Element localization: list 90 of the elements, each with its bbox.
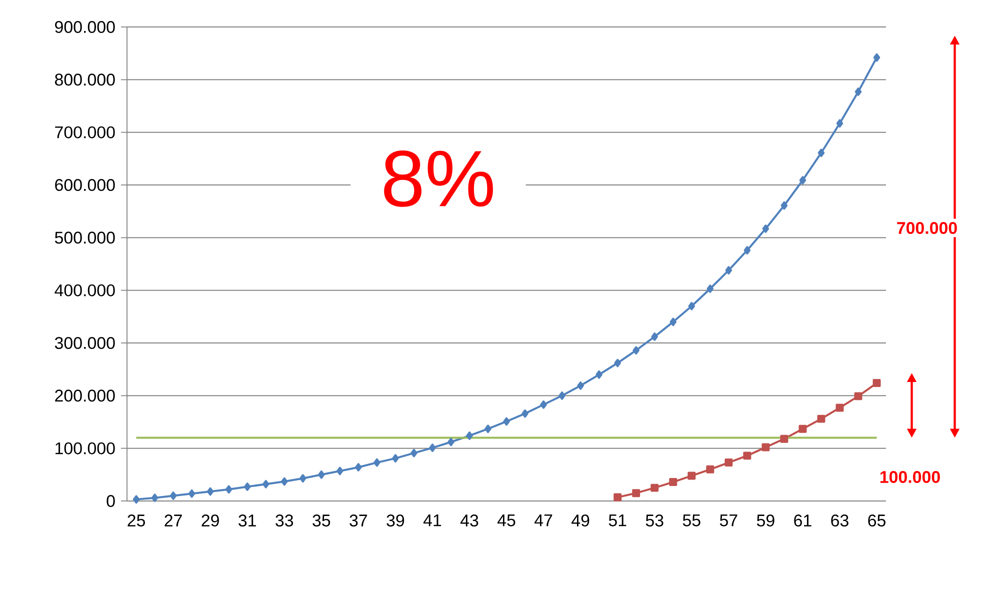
point [225, 485, 232, 494]
y-tick-label: 700.000 [55, 126, 115, 138]
x-tick-label: 33 [276, 514, 294, 526]
y-tick-label: 600.000 [55, 178, 115, 191]
y-tick-label: 0 [106, 494, 115, 507]
point [854, 392, 862, 400]
x-tick-label: 57 [720, 514, 738, 526]
point [688, 302, 696, 310]
point [873, 53, 880, 62]
x-tick-label: 29 [202, 514, 219, 526]
point [188, 489, 196, 498]
point [706, 465, 714, 474]
point [762, 224, 770, 233]
point [299, 474, 306, 483]
point [336, 466, 344, 476]
annotation: 8% [384, 150, 493, 207]
x-tick-label: 25 [128, 514, 145, 526]
point [503, 417, 510, 426]
point [744, 246, 751, 254]
x-tick-label: 61 [794, 514, 812, 526]
point [429, 444, 436, 452]
x-tick-label: 39 [386, 514, 404, 526]
point [872, 379, 881, 387]
point [651, 332, 658, 341]
point [688, 472, 696, 480]
point [466, 431, 473, 440]
y-tick-label: 100.000 [56, 442, 115, 454]
point [558, 391, 566, 400]
x-tick-label: 45 [497, 514, 516, 526]
x-tick-label: 53 [646, 514, 664, 526]
point [577, 381, 584, 390]
point [780, 201, 788, 210]
x-tick-label: 49 [572, 514, 590, 526]
point [355, 463, 362, 472]
point [410, 448, 418, 458]
point [669, 478, 678, 486]
point [798, 424, 807, 433]
point [743, 452, 752, 460]
point [725, 266, 732, 274]
point [614, 493, 622, 502]
point [244, 482, 251, 491]
x-tick-label: 35 [312, 514, 330, 526]
x-tick-label: 47 [534, 514, 552, 526]
point [818, 148, 825, 158]
point [632, 346, 640, 355]
point [596, 370, 602, 379]
x-tick-label: 65 [868, 514, 886, 526]
x-tick-label: 43 [460, 514, 478, 526]
point [706, 284, 714, 293]
annotation: 100.000 [880, 470, 940, 483]
point [817, 414, 826, 423]
y-tick-label: 800.000 [55, 74, 115, 86]
point [650, 484, 659, 492]
x-tick-label: 51 [608, 514, 626, 526]
point [318, 470, 325, 479]
y-tick-label: 500.000 [54, 232, 115, 244]
point [540, 400, 547, 409]
x-tick-label: 41 [423, 514, 442, 526]
point [262, 480, 270, 488]
y-tick-label: 300.000 [54, 336, 115, 349]
point [762, 443, 770, 452]
point [132, 495, 140, 504]
point [836, 404, 844, 412]
point [484, 424, 492, 434]
point [670, 318, 677, 326]
point [392, 454, 399, 463]
point [522, 409, 528, 418]
point [854, 88, 862, 96]
x-tick-label: 55 [682, 514, 700, 526]
point [206, 487, 214, 496]
point [448, 438, 454, 446]
point [170, 492, 177, 500]
y-tick-label: 200.000 [55, 390, 115, 402]
x-tick-label: 59 [756, 514, 774, 526]
point [799, 176, 806, 184]
x-tick-label: 31 [238, 514, 256, 526]
x-tick-label: 27 [164, 514, 182, 526]
x-tick-label: 37 [350, 514, 367, 526]
point [632, 489, 640, 498]
point [280, 477, 288, 486]
y-tick-label: 400.000 [54, 284, 115, 296]
point [614, 358, 621, 368]
point [780, 434, 788, 443]
point [151, 494, 158, 502]
x-tick-label: 63 [831, 514, 848, 526]
text: 700.000 [897, 222, 957, 234]
point [836, 119, 844, 128]
y-tick-label: 900.000 [55, 20, 115, 33]
point [374, 458, 380, 467]
point [724, 458, 733, 467]
